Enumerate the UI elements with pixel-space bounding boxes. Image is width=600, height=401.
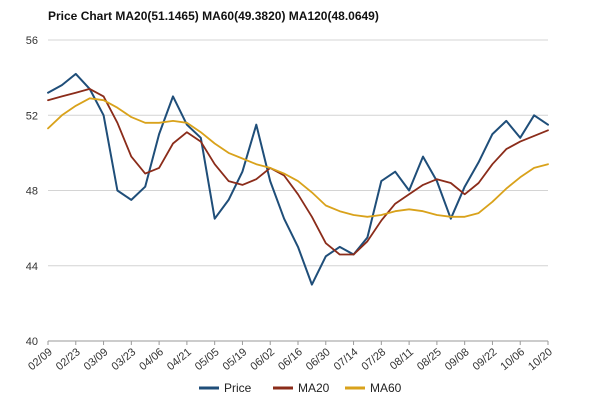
x-tick-label: 10/20 (526, 346, 555, 373)
y-tick-label: 44 (26, 261, 38, 273)
y-tick-label: 48 (26, 186, 38, 198)
legend-label-price: Price (224, 381, 252, 395)
y-tick-label: 40 (26, 336, 38, 348)
x-tick-label: 05/19 (221, 346, 250, 373)
x-tick-label: 07/28 (359, 346, 388, 373)
chart-title: Price Chart MA20(51.1465) MA60(49.3820) … (48, 9, 379, 23)
legend-label-ma60: MA60 (370, 381, 402, 395)
legend-label-ma20: MA20 (298, 381, 330, 395)
x-tick-label: 05/05 (193, 346, 222, 373)
x-tick-label: 07/14 (332, 346, 361, 373)
x-tick-label: 04/21 (165, 346, 194, 373)
x-tick-label: 06/16 (276, 346, 305, 373)
x-tick-label: 02/23 (54, 346, 83, 373)
series-line-ma60 (47, 97, 549, 218)
x-tick-label: 03/09 (82, 346, 111, 373)
x-tick-label: 03/23 (109, 346, 138, 373)
x-tick-label: 06/02 (248, 346, 277, 373)
y-tick-label: 52 (26, 110, 38, 122)
x-tick-label: 10/06 (498, 346, 527, 373)
series-line-price (47, 72, 549, 286)
x-tick-label: 09/08 (443, 346, 472, 373)
x-tick-label: 08/25 (415, 346, 444, 373)
y-tick-label: 56 (26, 35, 38, 47)
x-tick-label: 02/09 (26, 346, 55, 373)
x-tick-label: 04/06 (137, 346, 166, 373)
x-tick-label: 08/11 (388, 346, 416, 372)
x-tick-label: 09/22 (471, 346, 500, 373)
x-tick-label: 06/30 (304, 346, 333, 373)
series-line-ma20 (47, 88, 549, 256)
